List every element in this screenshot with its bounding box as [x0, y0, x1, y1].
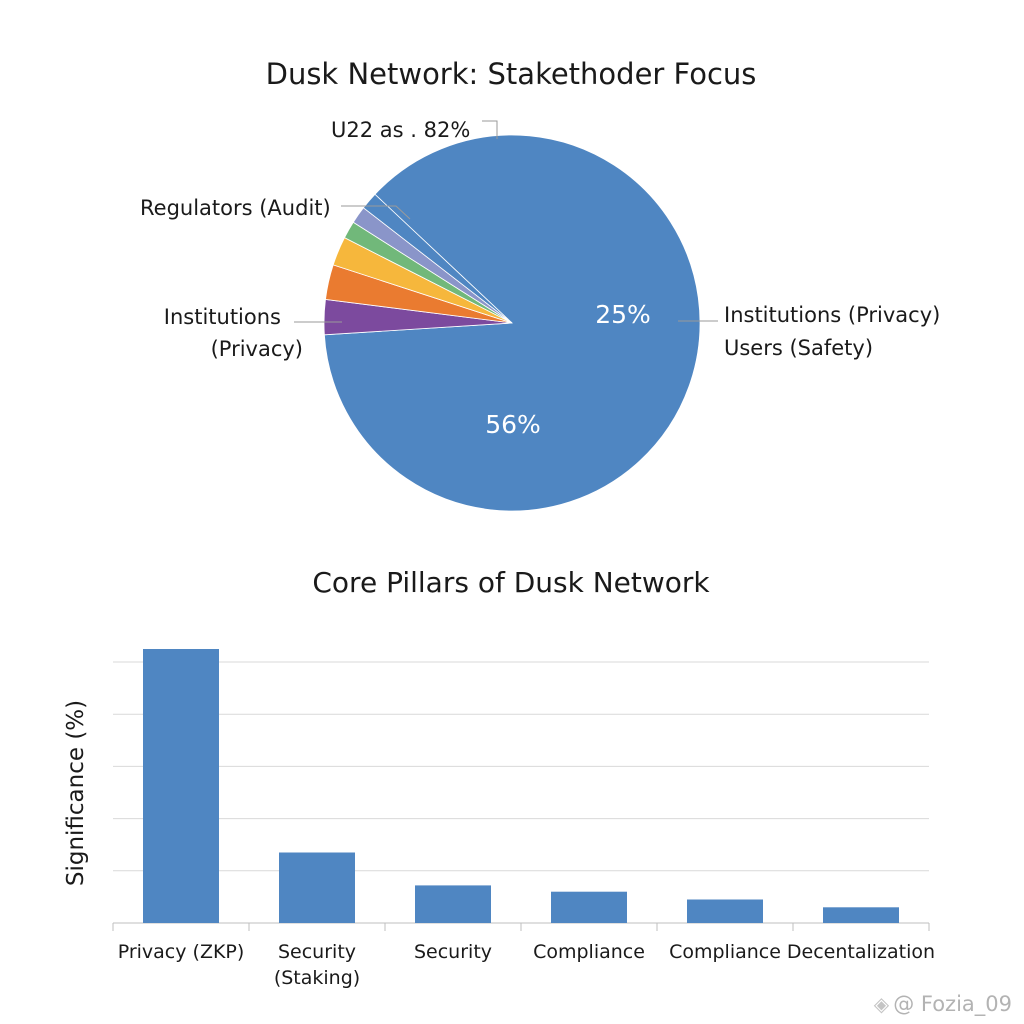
bar-x-ticks	[112, 923, 930, 931]
x-tick-label-5: Decentalization	[787, 941, 935, 963]
x-tick-label-0: Privacy (ZKP)	[118, 941, 245, 963]
bar-4	[687, 899, 763, 923]
x-tick-label-3: Compliance	[533, 941, 645, 963]
pie-chart-title: Dusk Network: Stakethoder Focus	[266, 57, 757, 91]
bar-2	[415, 885, 491, 923]
bar-1	[279, 852, 355, 923]
bar-chart-title: Core Pillars of Dusk Network	[312, 566, 710, 599]
bar-bars	[143, 649, 899, 923]
pie-annotation-left-line1: Institutions	[164, 305, 281, 329]
pie-leader-lines	[294, 120, 718, 323]
pie-slices	[323, 134, 701, 512]
diamond-logo-icon: ◈	[873, 992, 890, 1016]
leader-line-top	[482, 120, 498, 139]
pie-annotation-left-line2: (Privacy)	[211, 337, 303, 361]
pie-annotation-top: U22 as . 82%	[331, 118, 470, 142]
pie-annotation-regulators: Regulators (Audit)	[140, 196, 331, 220]
x-tick-label-2: Security	[414, 941, 492, 963]
x-tick-label-4: Compliance	[669, 941, 781, 963]
x-tick-label-1-line2: (Staking)	[274, 967, 360, 989]
bar-gridlines	[113, 661, 929, 924]
pie-slice-6	[362, 193, 513, 324]
pie-data-label-56: 56%	[485, 410, 541, 439]
pie-slice-0	[323, 134, 701, 512]
pie-chart: Dusk Network: Stakethoder Focus U22 as .…	[140, 57, 940, 512]
bar-chart: Core Pillars of Dusk Network Significanc…	[63, 566, 935, 989]
watermark-text: @ Fozia_09	[893, 992, 1012, 1016]
leader-line-regulators	[341, 205, 411, 220]
pie-annotation-right-line1: Institutions (Privacy)	[724, 303, 940, 327]
bar-x-tick-labels: Privacy (ZKP) Security (Staking) Security Co…	[118, 941, 935, 989]
pie-data-label-25: 25%	[595, 300, 651, 329]
pie-annotation-right-line2: Users (Safety)	[724, 336, 873, 360]
x-tick-label-1-line1: Security	[278, 941, 356, 963]
bar-5	[823, 907, 899, 923]
bar-0	[143, 649, 219, 923]
bar-3	[551, 891, 627, 923]
watermark: ◈ @ Fozia_09	[874, 992, 1012, 1016]
bar-chart-y-axis-label: Significance (%)	[63, 700, 89, 886]
